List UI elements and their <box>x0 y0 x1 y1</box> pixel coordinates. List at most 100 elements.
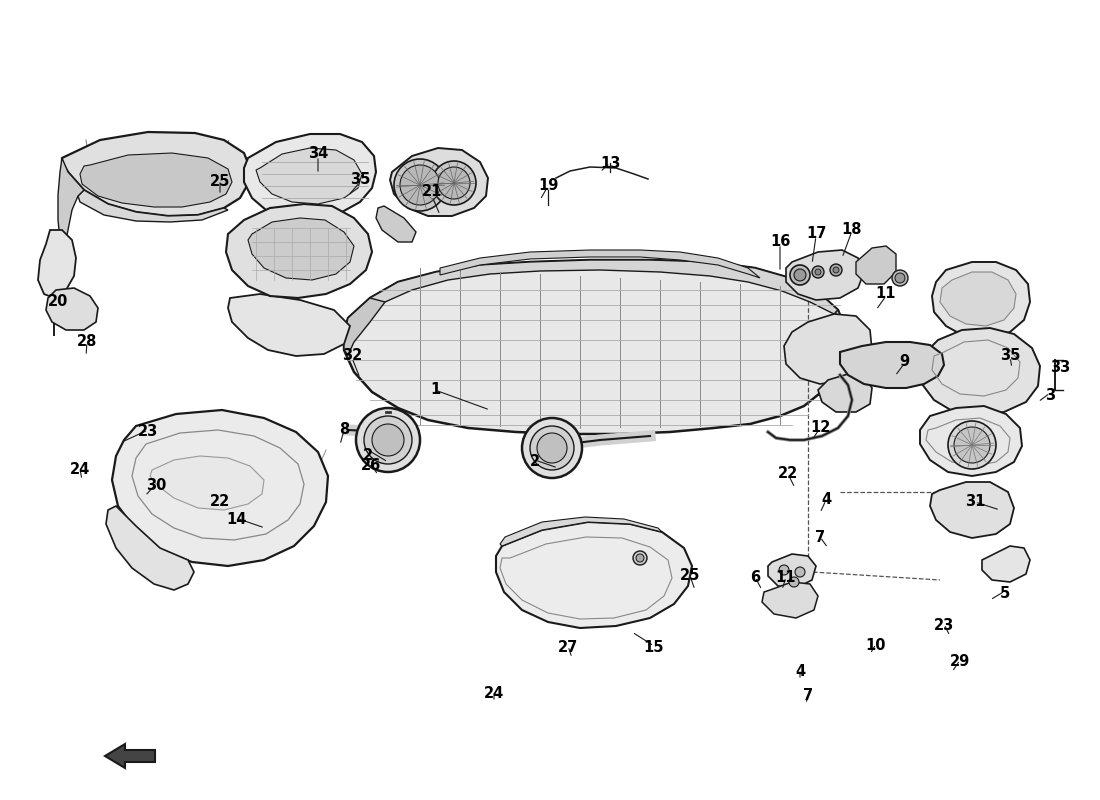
Text: 10: 10 <box>866 638 887 654</box>
Text: 24: 24 <box>484 686 504 701</box>
Polygon shape <box>920 328 1040 416</box>
Polygon shape <box>768 554 816 588</box>
Circle shape <box>400 165 440 205</box>
Polygon shape <box>786 250 864 300</box>
Text: 3: 3 <box>1045 387 1055 402</box>
Text: 26: 26 <box>361 458 381 474</box>
Text: 9: 9 <box>899 354 909 370</box>
Polygon shape <box>496 522 692 628</box>
Text: 22: 22 <box>210 494 230 510</box>
Circle shape <box>954 427 990 463</box>
Polygon shape <box>784 314 872 384</box>
Polygon shape <box>390 148 488 216</box>
Circle shape <box>779 565 789 575</box>
Polygon shape <box>818 374 872 412</box>
Text: 14: 14 <box>226 513 246 527</box>
Polygon shape <box>106 506 194 590</box>
Circle shape <box>432 161 476 205</box>
Text: 16: 16 <box>770 234 790 250</box>
Polygon shape <box>920 406 1022 476</box>
Circle shape <box>356 408 420 472</box>
Polygon shape <box>39 230 76 298</box>
Circle shape <box>530 426 574 470</box>
Polygon shape <box>376 206 416 242</box>
Polygon shape <box>248 218 354 280</box>
Text: 27: 27 <box>558 641 579 655</box>
Circle shape <box>795 567 805 577</box>
Text: 21: 21 <box>421 185 442 199</box>
Text: 7: 7 <box>803 689 813 703</box>
Polygon shape <box>78 190 228 222</box>
Text: 2: 2 <box>530 454 540 470</box>
Circle shape <box>438 167 470 199</box>
Circle shape <box>537 433 566 463</box>
Polygon shape <box>256 148 362 204</box>
Text: 1: 1 <box>430 382 440 398</box>
Polygon shape <box>244 134 376 218</box>
Text: 11: 11 <box>776 570 796 585</box>
Circle shape <box>790 265 810 285</box>
Circle shape <box>948 421 996 469</box>
Circle shape <box>794 269 806 281</box>
Polygon shape <box>104 744 155 768</box>
Circle shape <box>372 424 404 456</box>
Text: 28: 28 <box>77 334 97 350</box>
Circle shape <box>394 159 446 211</box>
Circle shape <box>789 577 799 587</box>
Text: 25: 25 <box>210 174 230 189</box>
Polygon shape <box>112 410 328 566</box>
Text: 7: 7 <box>815 530 825 545</box>
Polygon shape <box>982 546 1030 582</box>
Text: 6: 6 <box>750 570 760 585</box>
Text: 18: 18 <box>842 222 862 237</box>
Text: 15: 15 <box>644 641 664 655</box>
Text: 4: 4 <box>795 665 805 679</box>
Polygon shape <box>370 260 838 314</box>
Polygon shape <box>932 262 1030 338</box>
Polygon shape <box>80 153 232 207</box>
Circle shape <box>833 267 839 273</box>
Polygon shape <box>930 482 1014 538</box>
Circle shape <box>830 264 842 276</box>
Circle shape <box>522 418 582 478</box>
Polygon shape <box>46 288 98 330</box>
Text: 11: 11 <box>876 286 896 302</box>
Text: 23: 23 <box>934 618 954 634</box>
Text: 23: 23 <box>138 425 158 439</box>
Circle shape <box>812 266 824 278</box>
Polygon shape <box>228 294 350 356</box>
Polygon shape <box>856 246 896 284</box>
Polygon shape <box>62 132 250 216</box>
Polygon shape <box>226 204 372 298</box>
Text: 32: 32 <box>342 349 362 363</box>
Polygon shape <box>830 310 846 375</box>
Text: 19: 19 <box>538 178 558 194</box>
Circle shape <box>892 270 907 286</box>
Polygon shape <box>150 456 264 510</box>
Circle shape <box>632 551 647 565</box>
Text: 29: 29 <box>950 654 970 670</box>
Circle shape <box>364 416 412 464</box>
Text: 4: 4 <box>821 493 832 507</box>
Text: 20: 20 <box>47 294 68 310</box>
Text: 5: 5 <box>1000 586 1010 601</box>
Text: 12: 12 <box>810 421 830 435</box>
Polygon shape <box>440 250 760 278</box>
Polygon shape <box>940 272 1016 326</box>
Polygon shape <box>344 260 846 434</box>
Text: 8: 8 <box>339 422 349 438</box>
Polygon shape <box>500 517 662 546</box>
Text: 35: 35 <box>350 173 371 187</box>
Text: 24: 24 <box>70 462 90 477</box>
Polygon shape <box>344 298 385 355</box>
Polygon shape <box>58 158 84 250</box>
Text: 22: 22 <box>778 466 799 482</box>
Text: 17: 17 <box>806 226 826 242</box>
Text: 13: 13 <box>600 155 620 170</box>
Circle shape <box>815 269 821 275</box>
Text: 25: 25 <box>680 569 701 583</box>
Text: 2: 2 <box>363 447 373 462</box>
Circle shape <box>895 273 905 283</box>
Polygon shape <box>840 342 944 388</box>
Polygon shape <box>762 582 818 618</box>
